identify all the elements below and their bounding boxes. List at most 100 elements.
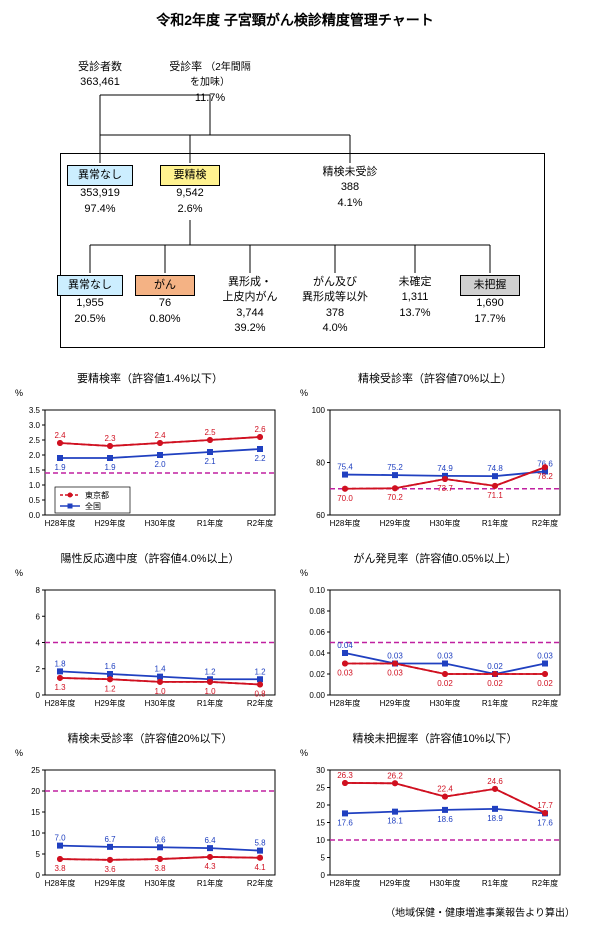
svg-text:2.1: 2.1 bbox=[204, 457, 216, 466]
svg-text:R2年度: R2年度 bbox=[532, 518, 558, 528]
svg-text:26.2: 26.2 bbox=[387, 771, 403, 780]
unit-label: % bbox=[300, 388, 570, 398]
svg-text:100: 100 bbox=[312, 406, 326, 415]
svg-text:3.5: 3.5 bbox=[29, 406, 41, 415]
svg-text:H28年度: H28年度 bbox=[330, 698, 361, 708]
svg-text:H29年度: H29年度 bbox=[380, 698, 411, 708]
svg-text:1.2: 1.2 bbox=[104, 684, 116, 693]
svg-text:0.02: 0.02 bbox=[537, 679, 553, 688]
svg-text:東京都: 東京都 bbox=[85, 490, 109, 500]
svg-text:H29年度: H29年度 bbox=[95, 878, 126, 888]
node-d4: がん及び異形成等以外3784.0% bbox=[290, 275, 380, 337]
svg-text:18.6: 18.6 bbox=[437, 815, 453, 824]
chart-3: がん発見率（許容値0.05%以上）%0.000.020.040.060.080.… bbox=[300, 550, 570, 720]
svg-text:0.5: 0.5 bbox=[29, 496, 41, 505]
svg-text:1.5: 1.5 bbox=[29, 466, 41, 475]
svg-text:2.2: 2.2 bbox=[254, 454, 266, 463]
svg-text:1.0: 1.0 bbox=[204, 687, 216, 696]
svg-text:6.4: 6.4 bbox=[204, 836, 216, 845]
unit-label: % bbox=[15, 748, 285, 758]
svg-text:80: 80 bbox=[316, 459, 325, 468]
svg-text:R2年度: R2年度 bbox=[247, 878, 273, 888]
svg-text:4.1: 4.1 bbox=[254, 863, 266, 872]
svg-text:R2年度: R2年度 bbox=[247, 518, 273, 528]
unit-label: % bbox=[300, 568, 570, 578]
svg-text:R1年度: R1年度 bbox=[197, 878, 223, 888]
svg-text:H28年度: H28年度 bbox=[330, 878, 361, 888]
svg-text:1.6: 1.6 bbox=[104, 662, 116, 671]
svg-text:6.7: 6.7 bbox=[104, 835, 116, 844]
svg-text:H28年度: H28年度 bbox=[330, 518, 361, 528]
svg-text:H30年度: H30年度 bbox=[430, 698, 461, 708]
svg-text:2.4: 2.4 bbox=[154, 431, 166, 440]
svg-text:H28年度: H28年度 bbox=[45, 698, 76, 708]
svg-text:8: 8 bbox=[36, 586, 41, 595]
chart-title: 精検受診率（許容値70%以上） bbox=[300, 370, 570, 386]
svg-text:H29年度: H29年度 bbox=[380, 878, 411, 888]
svg-text:70.0: 70.0 bbox=[337, 494, 353, 503]
svg-text:3.8: 3.8 bbox=[154, 864, 166, 873]
svg-text:1.0: 1.0 bbox=[154, 687, 166, 696]
svg-text:6.6: 6.6 bbox=[154, 835, 166, 844]
svg-text:H30年度: H30年度 bbox=[145, 518, 176, 528]
svg-text:4.3: 4.3 bbox=[204, 862, 216, 871]
svg-text:73.7: 73.7 bbox=[437, 484, 453, 493]
svg-text:1.9: 1.9 bbox=[54, 463, 66, 472]
node-rate: 受診率 （2年間隔を加味）11.7% bbox=[165, 60, 255, 106]
svg-text:22.4: 22.4 bbox=[437, 785, 453, 794]
svg-text:0: 0 bbox=[36, 871, 41, 880]
svg-text:2.4: 2.4 bbox=[54, 431, 66, 440]
svg-text:1.0: 1.0 bbox=[29, 481, 41, 490]
svg-text:0.03: 0.03 bbox=[337, 669, 353, 678]
svg-text:5: 5 bbox=[321, 854, 326, 863]
svg-text:0.04: 0.04 bbox=[309, 649, 325, 658]
svg-text:0.02: 0.02 bbox=[437, 679, 453, 688]
svg-text:2.6: 2.6 bbox=[254, 425, 266, 434]
flowchart-tree: 受診者数363,461受診率 （2年間隔を加味）11.7%異常なし353,919… bbox=[15, 45, 575, 365]
svg-text:10: 10 bbox=[316, 836, 325, 845]
svg-text:71.1: 71.1 bbox=[487, 491, 503, 500]
svg-text:18.9: 18.9 bbox=[487, 814, 503, 823]
source-note: （地域保健・健康増進事業報告より算出） bbox=[15, 904, 575, 919]
svg-text:H30年度: H30年度 bbox=[430, 518, 461, 528]
chart-title: 陽性反応適中度（許容値4.0%以上） bbox=[15, 550, 285, 566]
svg-text:15: 15 bbox=[31, 808, 40, 817]
svg-text:3.8: 3.8 bbox=[54, 864, 66, 873]
svg-text:75.2: 75.2 bbox=[387, 463, 403, 472]
node-d6: 未把握1,69017.7% bbox=[445, 275, 535, 327]
svg-text:2: 2 bbox=[36, 665, 41, 674]
svg-text:H28年度: H28年度 bbox=[45, 518, 76, 528]
svg-text:70.2: 70.2 bbox=[387, 493, 403, 502]
svg-text:2.5: 2.5 bbox=[204, 428, 216, 437]
svg-text:0.06: 0.06 bbox=[309, 628, 325, 637]
svg-text:1.4: 1.4 bbox=[154, 665, 166, 674]
page-title: 令和2年度 子宮頸がん検診精度管理チャート bbox=[15, 10, 575, 30]
svg-text:R2年度: R2年度 bbox=[532, 878, 558, 888]
svg-text:2.3: 2.3 bbox=[104, 434, 116, 443]
chart-5: 精検未把握率（許容値10%以下）%051015202530H28年度H29年度H… bbox=[300, 730, 570, 900]
svg-text:R1年度: R1年度 bbox=[197, 518, 223, 528]
svg-text:2.5: 2.5 bbox=[29, 436, 41, 445]
svg-text:3.0: 3.0 bbox=[29, 421, 41, 430]
chart-4: 精検未受診率（許容値20%以下）%0510152025H28年度H29年度H30… bbox=[15, 730, 285, 900]
svg-text:0: 0 bbox=[36, 691, 41, 700]
unit-label: % bbox=[300, 748, 570, 758]
svg-text:R1年度: R1年度 bbox=[197, 698, 223, 708]
svg-text:1.2: 1.2 bbox=[204, 667, 216, 676]
svg-text:18.1: 18.1 bbox=[387, 817, 403, 826]
svg-text:H29年度: H29年度 bbox=[95, 518, 126, 528]
svg-text:1.3: 1.3 bbox=[54, 683, 66, 692]
svg-text:15: 15 bbox=[316, 819, 325, 828]
svg-text:2.0: 2.0 bbox=[154, 460, 166, 469]
svg-text:1.9: 1.9 bbox=[104, 463, 116, 472]
svg-text:0: 0 bbox=[321, 871, 326, 880]
svg-text:0.02: 0.02 bbox=[487, 679, 503, 688]
svg-text:0.8: 0.8 bbox=[254, 690, 266, 699]
svg-text:20: 20 bbox=[31, 787, 40, 796]
chart-title: 要精検率（許容値1.4%以下） bbox=[15, 370, 285, 386]
svg-text:0.03: 0.03 bbox=[537, 652, 553, 661]
svg-text:1.2: 1.2 bbox=[254, 667, 266, 676]
svg-text:1.8: 1.8 bbox=[54, 659, 66, 668]
chart-title: 精検未把握率（許容値10%以下） bbox=[300, 730, 570, 746]
svg-text:0.03: 0.03 bbox=[437, 652, 453, 661]
